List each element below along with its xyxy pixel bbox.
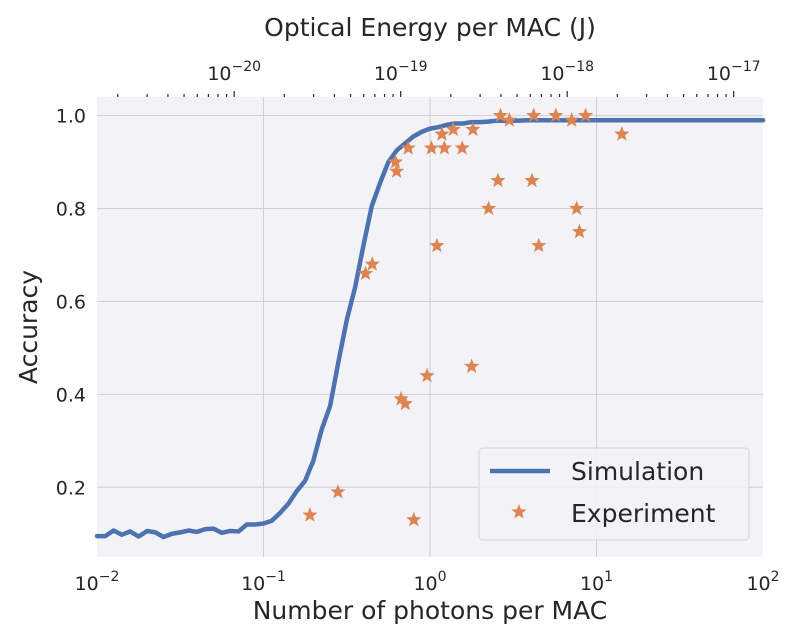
experiment-point: [481, 200, 497, 215]
experiment-point: [614, 126, 630, 141]
experiment-point: [330, 483, 346, 499]
experiment-point: [445, 121, 461, 136]
tick-labels: 10−2 10−1 100 101 102 10−20 10−19 10−18 10−17 0.2…: [56, 59, 780, 595]
simulation-line: [94, 117, 766, 540]
legend-experiment-star-icon: [511, 504, 527, 519]
top-axis-minor-ticks: [117, 91, 735, 97]
y-tick-label: 0.2: [56, 477, 86, 499]
experiment-point: [577, 107, 594, 123]
experiment-point: [397, 395, 413, 411]
experiment-point: [501, 112, 518, 127]
experiment-point: [524, 172, 540, 188]
y-tick-label: 0.4: [56, 384, 86, 406]
experiment-point: [406, 511, 422, 527]
experiment-point: [531, 237, 547, 253]
top-tick-label: 10−19: [374, 59, 428, 85]
legend-simulation-label: Simulation: [571, 457, 704, 486]
y-tick-label: 1.0: [56, 106, 86, 128]
legend-experiment-label: Experiment: [571, 499, 716, 528]
legend: Simulation Experiment: [478, 447, 750, 541]
experiment-point: [400, 140, 416, 155]
experiment-point: [357, 265, 374, 281]
experiment-point: [387, 154, 404, 169]
experiment-point: [302, 507, 318, 522]
y-axis-title: Accuracy: [14, 270, 43, 384]
experiment-point: [454, 140, 470, 155]
experiment-point: [490, 172, 506, 188]
top-axis-title: Optical Energy per MAC (J): [264, 13, 596, 42]
experiment-point: [423, 140, 440, 155]
experiment-point: [569, 200, 585, 215]
experiment-point: [548, 107, 564, 123]
experiment-point: [564, 112, 580, 127]
top-tick-label: 10−20: [207, 59, 261, 85]
series-layer: [94, 107, 766, 540]
top-tick-label: 10−18: [540, 59, 594, 85]
x-tick-label: 102: [746, 569, 779, 595]
experiment-point: [429, 237, 445, 253]
experiment-point: [388, 163, 405, 178]
x-tick-label: 10−2: [75, 569, 120, 595]
experiment-point: [393, 391, 409, 406]
experiment-point: [526, 107, 542, 123]
y-tick-label: 0.8: [56, 199, 86, 221]
experiment-point: [465, 121, 481, 136]
experiment-point: [364, 256, 380, 271]
x-axis-title: Number of photons per MAC: [253, 596, 608, 625]
y-tick-label: 0.6: [56, 291, 86, 313]
experiment-point: [492, 107, 509, 123]
experiment-point: [419, 367, 435, 383]
experiment-point: [464, 358, 480, 373]
x-tick-label: 10−1: [241, 569, 286, 595]
top-tick-label: 10−17: [707, 59, 761, 85]
x-tick-label: 100: [413, 569, 446, 595]
experiment-point: [571, 223, 588, 239]
experiment-point: [434, 126, 450, 141]
experiment-point: [436, 140, 452, 155]
x-tick-label: 101: [580, 569, 613, 595]
grid-lines: [97, 97, 763, 557]
